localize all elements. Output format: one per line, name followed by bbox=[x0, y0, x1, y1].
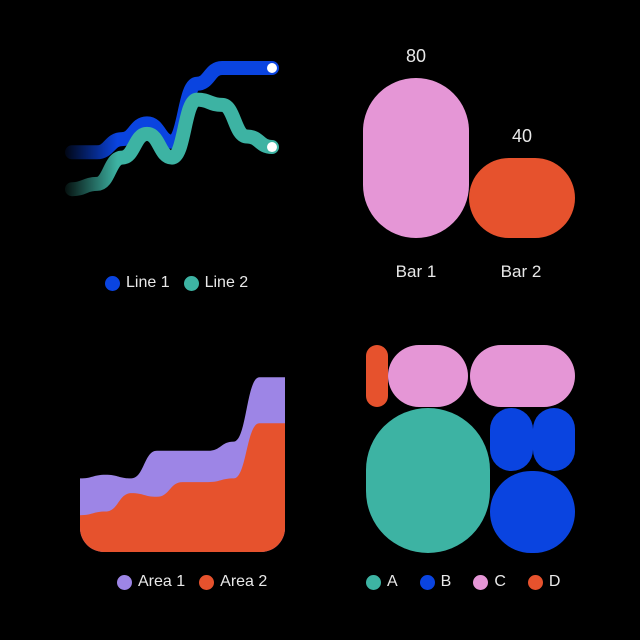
bar-1-category-label: Bar 1 bbox=[395, 262, 437, 281]
bar-chart: 80 40 bbox=[363, 46, 575, 238]
treemap-cell-b-1[interactable] bbox=[490, 408, 533, 471]
legend-label-b: B bbox=[440, 573, 452, 590]
legend-item-line-2[interactable]: Line 2 bbox=[183, 274, 249, 292]
d-swatch-icon bbox=[527, 574, 543, 590]
area-2-series[interactable] bbox=[80, 423, 285, 552]
area-1-swatch-icon bbox=[117, 574, 132, 590]
bar-2-category-label: Bar 2 bbox=[500, 262, 542, 281]
legend-item-c[interactable]: C bbox=[473, 573, 506, 591]
line-1-end-marker[interactable] bbox=[267, 63, 277, 73]
area-2-swatch-icon bbox=[199, 574, 215, 590]
bar-1-value-label: 80 bbox=[406, 46, 426, 66]
legend-label-line-2: Line 2 bbox=[204, 274, 249, 291]
bar-2[interactable] bbox=[469, 158, 575, 238]
line-chart-legend: Line 1 Line 2 bbox=[105, 274, 248, 292]
legend-item-line-1[interactable]: Line 1 bbox=[105, 274, 170, 292]
legend-item-area-1[interactable]: Area 1 bbox=[117, 573, 185, 591]
legend-item-d[interactable]: D bbox=[527, 573, 561, 591]
treemap-cell-c-2[interactable] bbox=[470, 345, 575, 407]
line-chart bbox=[60, 40, 290, 220]
legend-label-c: C bbox=[494, 573, 506, 590]
legend-item-a[interactable]: A bbox=[366, 573, 398, 591]
treemap-cell-b-2[interactable] bbox=[533, 408, 575, 471]
legend-item-b[interactable]: B bbox=[419, 573, 452, 591]
treemap-cell-b-3[interactable] bbox=[490, 471, 575, 553]
treemap-cell-d[interactable] bbox=[366, 345, 388, 407]
legend-label-d: D bbox=[548, 573, 561, 590]
line-2-end-marker[interactable] bbox=[267, 142, 277, 153]
legend-item-area-2[interactable]: Area 2 bbox=[199, 573, 267, 591]
a-swatch-icon bbox=[366, 574, 381, 590]
legend-label-area-1: Area 1 bbox=[138, 573, 186, 590]
treemap-legend: A B C D bbox=[366, 573, 560, 591]
legend-label-a: A bbox=[387, 573, 398, 590]
treemap-chart bbox=[366, 345, 575, 553]
treemap-cell-c-1[interactable] bbox=[388, 345, 468, 407]
b-swatch-icon bbox=[419, 574, 435, 590]
legend-label-area-2: Area 2 bbox=[220, 573, 268, 590]
c-swatch-icon bbox=[473, 574, 489, 590]
line-fade-overlay bbox=[60, 40, 290, 220]
line-2-swatch-icon bbox=[183, 275, 199, 291]
area-chart bbox=[80, 377, 285, 552]
legend-label-line-1: Line 1 bbox=[126, 274, 170, 291]
bar-2-value-label: 40 bbox=[512, 126, 532, 146]
area-chart-legend: Area 1 Area 2 bbox=[117, 573, 267, 591]
line-1-swatch-icon bbox=[105, 275, 120, 291]
bar-1[interactable] bbox=[363, 78, 469, 238]
treemap-cell-a[interactable] bbox=[366, 408, 490, 553]
